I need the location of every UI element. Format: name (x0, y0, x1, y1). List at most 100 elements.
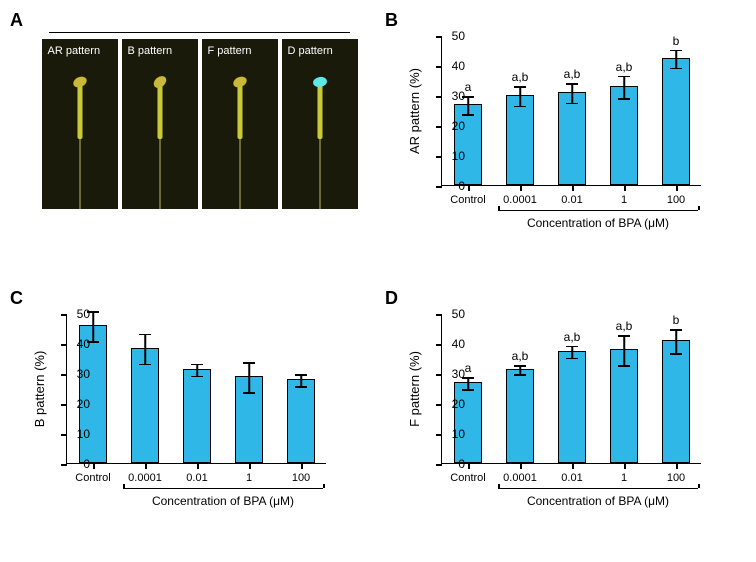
y-tick (436, 66, 442, 68)
x-tick (572, 463, 574, 469)
bar (454, 382, 483, 463)
sperm-head (71, 75, 88, 90)
y-tick (61, 464, 67, 466)
y-tick (436, 126, 442, 128)
error-bar (248, 362, 250, 392)
error-cap (191, 364, 203, 366)
x-tick-label: Control (450, 472, 485, 484)
microscopy-image: B pattern (122, 39, 198, 209)
bar (454, 104, 483, 185)
chart-c: Control0.00010.011100Concentration of BP… (66, 314, 356, 494)
plot-area: aControla,b0.0001a,b0.01a,b1b100Concentr… (441, 314, 701, 464)
error-bar (571, 346, 573, 358)
y-tick-label: 50 (77, 307, 90, 321)
y-tick-label: 20 (77, 397, 90, 411)
x-group-bracket (498, 210, 698, 211)
error-cap (243, 392, 255, 394)
bar (183, 369, 212, 464)
y-tick-label: 50 (452, 307, 465, 321)
error-cap (670, 50, 682, 52)
error-cap (566, 103, 578, 105)
panel-c-label: C (10, 288, 23, 309)
sperm-head (151, 74, 168, 91)
sperm-tail (239, 139, 241, 209)
x-group-bracket-tick (123, 484, 125, 488)
error-cap (191, 376, 203, 378)
error-cap (670, 68, 682, 70)
x-axis-label: Concentration of BPA (μM) (527, 216, 669, 230)
panel-a-rule (49, 32, 350, 33)
x-tick-label: 100 (667, 194, 685, 206)
sperm-tail (319, 139, 321, 209)
x-tick (93, 463, 95, 469)
error-cap (514, 86, 526, 88)
bar (506, 369, 535, 464)
y-tick-label: 10 (452, 427, 465, 441)
y-tick (61, 374, 67, 376)
figure: A AR patternB patternF patternD pattern … (0, 0, 756, 562)
error-cap (462, 389, 474, 391)
bar (506, 95, 535, 185)
y-tick-label: 50 (452, 29, 465, 43)
sperm-midpiece (237, 84, 242, 139)
y-tick (436, 434, 442, 436)
error-bar (675, 329, 677, 353)
y-tick-label: 40 (452, 337, 465, 351)
error-bar (92, 311, 94, 341)
significance-label: a,b (616, 60, 633, 74)
error-cap (514, 106, 526, 108)
error-cap (462, 114, 474, 116)
microscopy-image: AR pattern (42, 39, 118, 209)
y-tick (436, 96, 442, 98)
error-cap (566, 358, 578, 360)
sperm-midpiece (157, 84, 162, 139)
y-tick-label: 10 (452, 149, 465, 163)
error-cap (566, 346, 578, 348)
x-tick (301, 463, 303, 469)
plot-area: Control0.00010.011100Concentration of BP… (66, 314, 326, 464)
error-cap (670, 329, 682, 331)
panel-c: C Control0.00010.011100Concentration of … (8, 286, 373, 554)
sperm-midpiece (77, 84, 82, 139)
bar (558, 351, 587, 464)
y-tick-label: 20 (452, 397, 465, 411)
sperm-head (312, 76, 328, 88)
error-cap (618, 98, 630, 100)
x-group-bracket-tick (323, 484, 325, 488)
y-axis-label: F pattern (%) (407, 351, 422, 427)
y-tick (61, 344, 67, 346)
error-cap (670, 353, 682, 355)
y-tick-label: 0 (83, 457, 90, 471)
panel-b-label: B (385, 10, 398, 31)
significance-label: a,b (512, 70, 529, 84)
x-tick-label: 0.01 (561, 194, 582, 206)
y-tick (61, 434, 67, 436)
y-tick-label: 10 (77, 427, 90, 441)
panel-d: D aControla,b0.0001a,b0.01a,b1b100Concen… (383, 286, 748, 554)
y-tick-label: 30 (452, 89, 465, 103)
error-cap (514, 374, 526, 376)
x-tick (520, 185, 522, 191)
x-tick (249, 463, 251, 469)
error-cap (243, 362, 255, 364)
error-bar (467, 377, 469, 389)
x-tick-label: 0.0001 (503, 472, 537, 484)
error-bar (196, 364, 198, 376)
error-bar (675, 50, 677, 68)
bar (610, 86, 639, 185)
x-tick-label: 1 (621, 194, 627, 206)
y-tick-label: 40 (77, 337, 90, 351)
x-axis-label: Concentration of BPA (μM) (152, 494, 294, 508)
error-bar (519, 86, 521, 105)
y-tick (61, 314, 67, 316)
x-tick (624, 463, 626, 469)
error-cap (139, 364, 151, 366)
y-tick-label: 0 (458, 457, 465, 471)
bar (287, 379, 316, 463)
panel-a-content: AR patternB patternF patternD pattern (36, 32, 363, 209)
x-tick (197, 463, 199, 469)
sperm-tail (79, 139, 81, 209)
significance-label: a,b (564, 330, 581, 344)
y-tick-label: 30 (77, 367, 90, 381)
x-tick-label: 0.0001 (503, 194, 537, 206)
